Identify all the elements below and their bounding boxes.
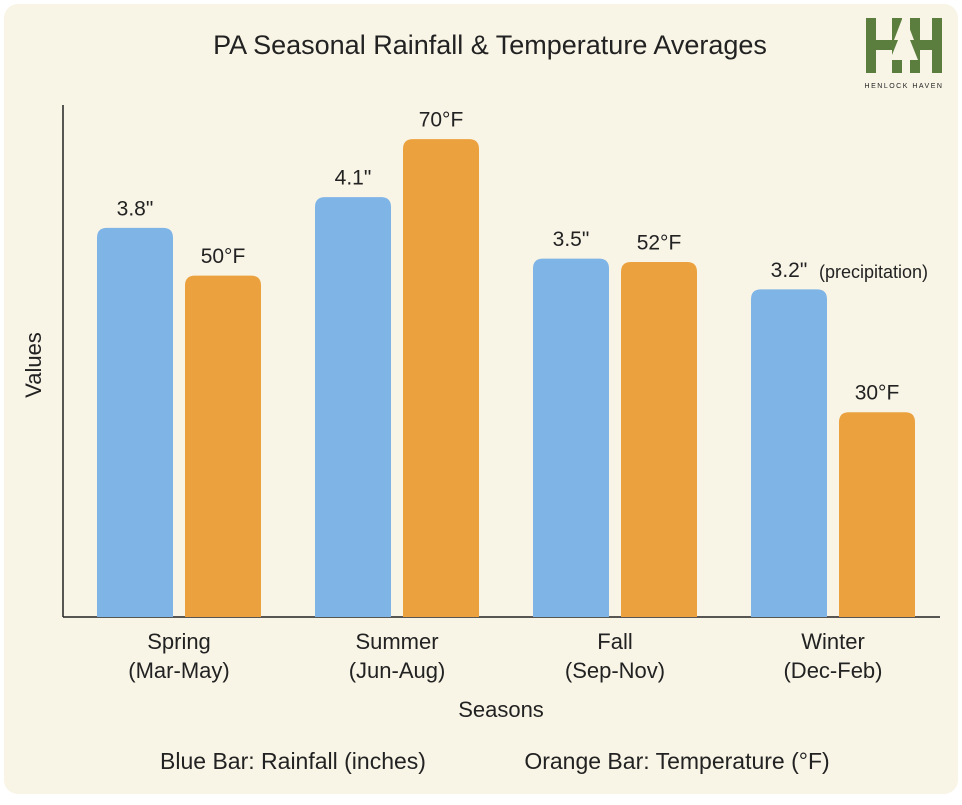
y-axis-label: Values (21, 332, 46, 398)
value-label: 3.2" (771, 259, 808, 282)
value-label: 3.8" (117, 197, 154, 220)
logo-text: HENLOCK HAVEN (865, 83, 944, 90)
value-label: 50°F (201, 245, 246, 268)
x-axis-label: Seasons (458, 697, 544, 722)
bar (315, 197, 391, 617)
logo (866, 14, 942, 74)
bar (403, 139, 479, 617)
x-tick-label: (Jun-Aug) (349, 658, 446, 683)
bar (533, 258, 609, 617)
legend-entry: Orange Bar: Temperature (°F) (524, 748, 829, 774)
bar (839, 412, 915, 617)
x-tick-label: (Mar-May) (128, 658, 229, 683)
x-tick-label: Spring (147, 629, 211, 654)
value-label: 52°F (637, 232, 682, 255)
bar (97, 227, 173, 617)
x-tick-label: Fall (597, 629, 632, 654)
value-label: 70°F (419, 109, 464, 132)
chart-title: PA Seasonal Rainfall & Temperature Avera… (213, 30, 767, 60)
x-tick-label: (Dec-Feb) (783, 658, 882, 683)
annotation: (precipitation) (819, 262, 928, 282)
x-tick-label: Winter (801, 629, 865, 654)
value-label: 30°F (855, 382, 900, 405)
x-tick-label: Summer (355, 629, 438, 654)
bar (185, 275, 261, 617)
value-label: 3.5" (553, 228, 590, 251)
legend-entry: Blue Bar: Rainfall (inches) (160, 748, 426, 774)
x-tick-label: (Sep-Nov) (565, 658, 665, 683)
bar (621, 262, 697, 617)
value-label: 4.1" (335, 167, 372, 190)
bar (751, 289, 827, 617)
